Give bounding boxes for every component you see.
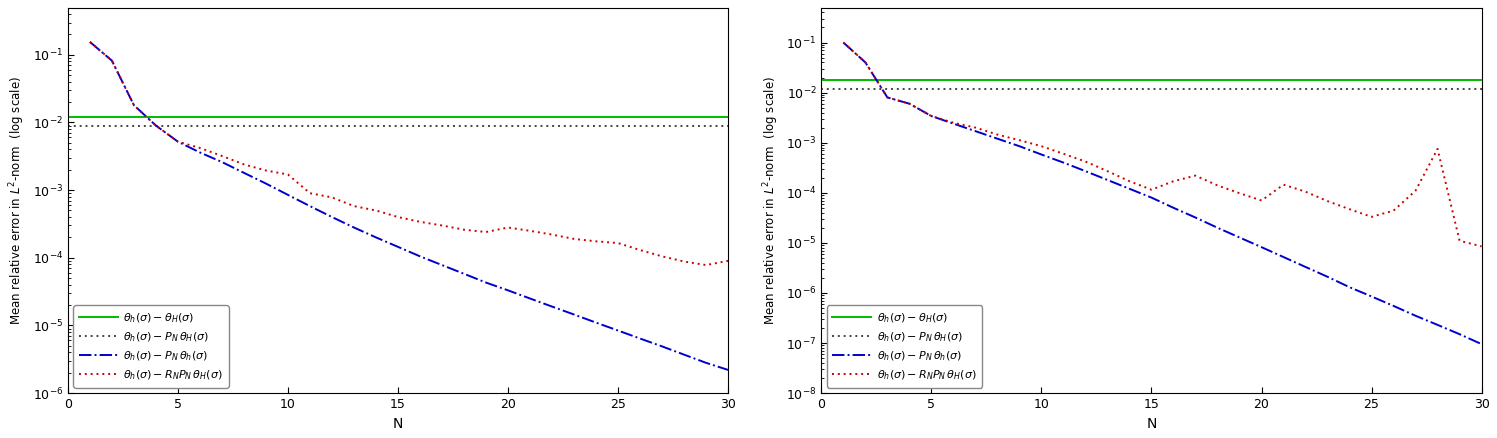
- Legend: $\theta_h(\sigma) - \theta_H(\sigma)$, $\theta_h(\sigma) - P_N\, \theta_H(\sigma: $\theta_h(\sigma) - \theta_H(\sigma)$, $…: [826, 305, 982, 388]
- X-axis label: N: N: [392, 417, 403, 431]
- X-axis label: N: N: [1147, 417, 1157, 431]
- Legend: $\theta_h(\sigma) - \theta_H(\sigma)$, $\theta_h(\sigma) - P_N\, \theta_H(\sigma: $\theta_h(\sigma) - \theta_H(\sigma)$, $…: [73, 305, 229, 388]
- Y-axis label: Mean relative error in $L^2$-norm  (log scale): Mean relative error in $L^2$-norm (log s…: [7, 76, 27, 325]
- Y-axis label: Mean relative error in $L^2$-norm  (log scale): Mean relative error in $L^2$-norm (log s…: [760, 76, 780, 325]
